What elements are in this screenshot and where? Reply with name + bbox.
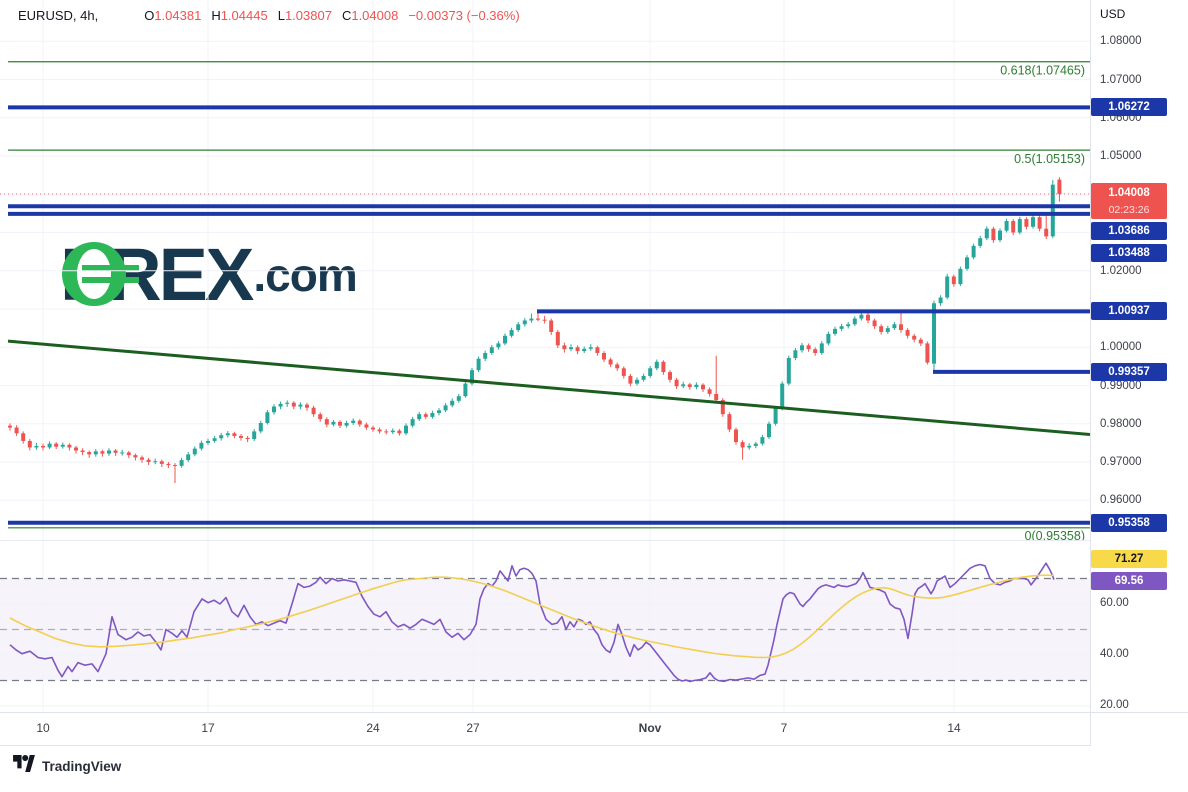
time-axis-label: Nov	[638, 721, 662, 735]
price-tick-label: 0.96000	[1100, 494, 1142, 507]
fib-label: 0.618(1.07465)	[1000, 64, 1085, 78]
rsi-ma-line	[9, 574, 1055, 659]
axis-badge-71-27: 71.27	[1091, 550, 1167, 568]
time-axis-label: 24	[366, 721, 380, 735]
trend-line	[7, 339, 1090, 436]
rsi-tick-label: 60.00	[1100, 597, 1129, 609]
time-axis-label: 27	[466, 721, 480, 735]
price-tick-label: 1.08000	[1100, 35, 1142, 48]
ohlc-l: L1.03807	[277, 8, 332, 23]
watermark-dotcom: .com	[253, 249, 357, 301]
axis-badge-1-00937: 1.00937	[1091, 302, 1167, 320]
axis-badge-0-95358: 0.95358	[1091, 514, 1167, 532]
fib-retracement: 0.618(1.07465) 0.5(1.05153) 0(0.95358)	[8, 61, 1090, 540]
time-axis-label: 14	[947, 721, 961, 735]
watermark-rex: REX	[108, 233, 254, 316]
fib-label: 0.5(1.05153)	[1014, 152, 1085, 166]
footer-branding[interactable]: TradingView	[13, 755, 121, 777]
symbol-title[interactable]: EURUSD, 4h,	[18, 8, 99, 23]
tradingview-logo-icon	[13, 755, 35, 777]
ohlc-c: C1.04008	[341, 8, 399, 23]
symbol-legend: EURUSD, 4h, O1.04381 H1.04445 L1.03807 C1.0…	[18, 8, 520, 23]
axis-badge-1-06272: 1.06272	[1091, 98, 1167, 116]
candlestick-series	[8, 177, 1062, 484]
rsi-tick-label: 20.00	[1100, 699, 1129, 711]
rsi-indicator-pane[interactable]	[0, 540, 1090, 713]
axis-badge-69-56: 69.56	[1091, 572, 1167, 590]
forex-com-watermark: F REX .com	[60, 233, 358, 316]
axis-bottom-border	[0, 745, 1188, 746]
price-tick-label: 0.97000	[1100, 456, 1142, 468]
axis-badge-1-03488: 1.03488	[1091, 244, 1167, 262]
axis-badge-0-99357: 0.99357	[1091, 363, 1167, 381]
axis-corner	[1090, 712, 1188, 746]
price-tick-label: 0.99000	[1100, 379, 1142, 392]
price-tick-label: 1.02000	[1100, 264, 1142, 277]
fib-label: 0(0.95358)	[1025, 529, 1085, 540]
time-axis[interactable]: 10 17 24 27 Nov 7 14	[0, 712, 1090, 746]
ohlc-h: H1.04445	[211, 8, 268, 23]
price-axis[interactable]: USD 1.08000 1.07000 1.06000 1.05000 1.02000 1…	[1090, 0, 1188, 745]
price-pane[interactable]: F REX .com 0.618(1.07465) 0.5(1.05153) 0(0…	[0, 0, 1090, 540]
axis-badge-1-04008: 1.04008 02:23:26	[1091, 183, 1167, 219]
candlestick-chart-canvas[interactable]: 0.618(1.07465) 0.5(1.05153) 0(0.95358)	[0, 0, 1090, 540]
price-tick-label: 1.07000	[1100, 73, 1142, 86]
time-axis-label: 10	[36, 721, 50, 735]
rsi-tick-label: 40.00	[1100, 648, 1129, 660]
horizontal-price-lines	[8, 105, 1090, 525]
price-tick-label: 0.98000	[1100, 417, 1142, 430]
axis-badge-1-03686: 1.03686	[1091, 222, 1167, 240]
price-gridlines	[0, 0, 1090, 540]
price-tick-label: 1.05000	[1100, 150, 1142, 162]
rsi-line	[9, 562, 1055, 683]
time-axis-label: 17	[201, 721, 215, 735]
tradingview-brand-text: TradingView	[42, 758, 122, 774]
time-axis-label: 7	[780, 721, 788, 735]
ohlc-o: O1.04381	[144, 8, 202, 23]
price-tick-label: 1.00000	[1100, 341, 1142, 354]
rsi-chart-canvas[interactable]	[0, 541, 1090, 713]
currency-label: USD	[1100, 7, 1126, 21]
change-value: −0.00373 (−0.36%)	[408, 8, 520, 23]
ohlc-values: O1.04381 H1.04445 L1.03807 C1.04008	[144, 8, 408, 23]
